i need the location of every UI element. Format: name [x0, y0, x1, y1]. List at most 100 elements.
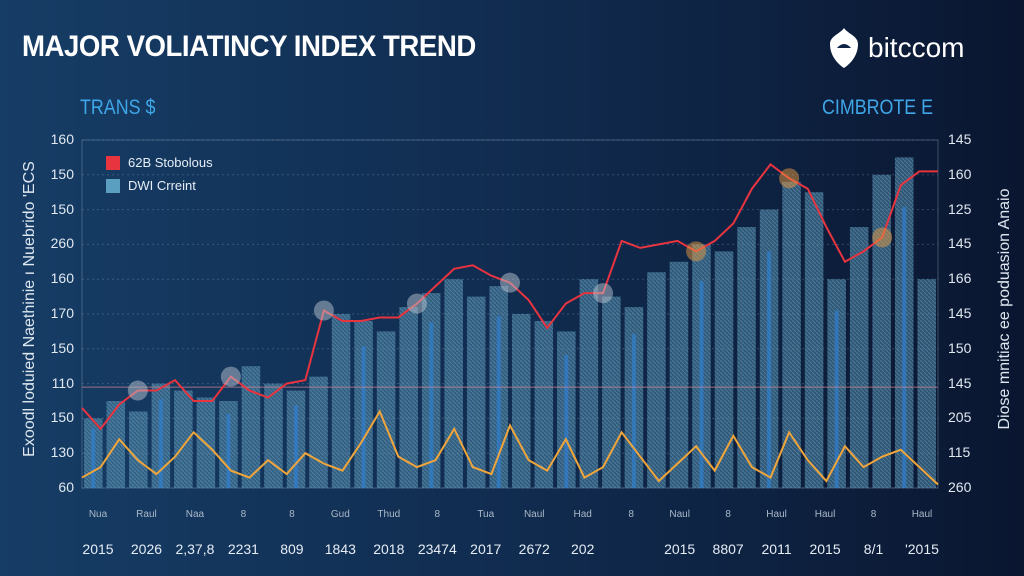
- y-tick-left: 160: [50, 270, 74, 287]
- bar-accent: [496, 316, 501, 488]
- x-tick-label: 202: [571, 541, 595, 557]
- x-tick-label: 2231: [227, 541, 259, 557]
- x-tick-label: '2015: [905, 541, 939, 557]
- bar-accent: [294, 405, 298, 488]
- data-point-marker: [220, 366, 241, 387]
- bar-accent: [158, 399, 163, 488]
- y-tick-right: 145: [948, 235, 972, 252]
- y-tick-right: 125: [948, 200, 972, 217]
- legend-label: DWI Crreint: [128, 178, 196, 193]
- bar: [534, 320, 554, 488]
- bar-accent: [226, 414, 231, 488]
- bar: [174, 390, 193, 488]
- y-tick-left: 150: [50, 409, 74, 426]
- data-point-marker: [872, 227, 893, 248]
- bar: [331, 314, 351, 488]
- bar-accent: [429, 322, 434, 488]
- y-tick-left: 130: [50, 444, 74, 461]
- bar: [241, 366, 261, 488]
- x-tick-sublabel: 8: [870, 509, 877, 520]
- legend-swatch: [106, 178, 120, 193]
- x-tick-sublabel: 8: [240, 509, 247, 520]
- x-tick-label: 2018: [373, 541, 405, 557]
- y-tick-right: 166: [948, 270, 972, 287]
- shield-drop-icon: [830, 28, 858, 68]
- bar: [376, 331, 396, 488]
- data-point-marker: [500, 272, 520, 293]
- x-tick-sublabel: 8: [628, 509, 634, 520]
- x-tick-sublabel: Had: [573, 509, 592, 520]
- y-tick-left: 150: [50, 200, 74, 217]
- y-tick-right: 145: [948, 305, 972, 321]
- bar: [737, 227, 756, 488]
- y-tick-left: 150: [50, 339, 74, 356]
- legend-label: 62B Stobolous: [128, 155, 213, 170]
- bar: [579, 279, 599, 488]
- bar: [714, 251, 734, 488]
- data-point-marker: [127, 380, 148, 401]
- x-tick-sublabel: Naa: [185, 509, 205, 520]
- y-tick-right: 145: [948, 374, 972, 391]
- x-tick-sublabel: Thud: [377, 509, 401, 520]
- x-tick-sublabel: Naul: [523, 509, 545, 520]
- bar-accent: [361, 346, 366, 488]
- x-tick-label: 8/1: [863, 541, 884, 557]
- y-tick-right: 150: [948, 339, 972, 356]
- data-point-marker: [686, 241, 707, 262]
- x-tick-sublabel: Naul: [669, 509, 690, 520]
- x-tick-label: 2011: [761, 541, 792, 557]
- logo-text: bitccom: [868, 32, 965, 63]
- x-tick-sublabel: Haul: [911, 509, 933, 520]
- bar: [512, 314, 531, 488]
- bar-accent: [91, 428, 96, 488]
- bar: [444, 279, 463, 488]
- x-tick-label: 2026: [130, 541, 163, 557]
- plot-border: [81, 139, 939, 489]
- bar: [849, 227, 869, 488]
- x-tick-sublabel: Tua: [477, 509, 495, 520]
- y-tick-left: 110: [51, 374, 74, 391]
- bar: [782, 181, 801, 488]
- bar: [804, 192, 824, 488]
- y-tick-left: 160: [50, 131, 74, 147]
- bar: [917, 279, 936, 488]
- bar-accent: [564, 354, 569, 488]
- logo: bitccom: [826, 26, 964, 70]
- y-tick-right: 145: [948, 131, 972, 147]
- x-tick-sublabel: Haul: [814, 509, 836, 520]
- left-subtitle: TRANS $: [80, 96, 156, 119]
- x-tick-label: 2015: [809, 541, 841, 557]
- orange-series-line: [81, 409, 939, 486]
- chart-title: MAJOR VOLIATINCY INDEX TREND: [22, 30, 476, 63]
- bar: [309, 376, 328, 488]
- legend-item: 62B Stobolous: [106, 155, 213, 170]
- x-tick-label: 2672: [518, 541, 550, 557]
- bar-accent: [631, 334, 636, 488]
- bar-accent: [767, 251, 772, 488]
- x-tick-label: 2015: [82, 541, 114, 557]
- data-point-marker: [313, 300, 334, 321]
- bar: [466, 296, 486, 488]
- y-tick-right: 160: [948, 165, 972, 182]
- x-tick-label: 809: [280, 541, 304, 557]
- x-tick-label: 2015: [664, 541, 696, 557]
- x-tick-label: 23474: [417, 541, 457, 557]
- bar: [129, 411, 148, 488]
- right-subtitle: CIMBROTE E: [822, 96, 934, 119]
- legend-item: DWI Crreint: [106, 178, 213, 193]
- bar: [264, 383, 283, 488]
- y-tick-left: 170: [50, 305, 74, 321]
- y-tick-right: 205: [948, 409, 972, 426]
- bar: [647, 272, 666, 488]
- y-tick-right: 260: [948, 479, 972, 495]
- x-tick-label: 2,37,8: [175, 541, 215, 557]
- bar: [399, 307, 418, 488]
- y-tick-left: 60: [58, 479, 74, 495]
- x-tick-label: 8807: [712, 541, 744, 557]
- x-tick-sublabel: Nua: [88, 509, 108, 520]
- bar: [602, 296, 621, 488]
- bar: [872, 174, 891, 489]
- bar: [669, 261, 689, 488]
- x-tick-sublabel: Gud: [330, 509, 350, 520]
